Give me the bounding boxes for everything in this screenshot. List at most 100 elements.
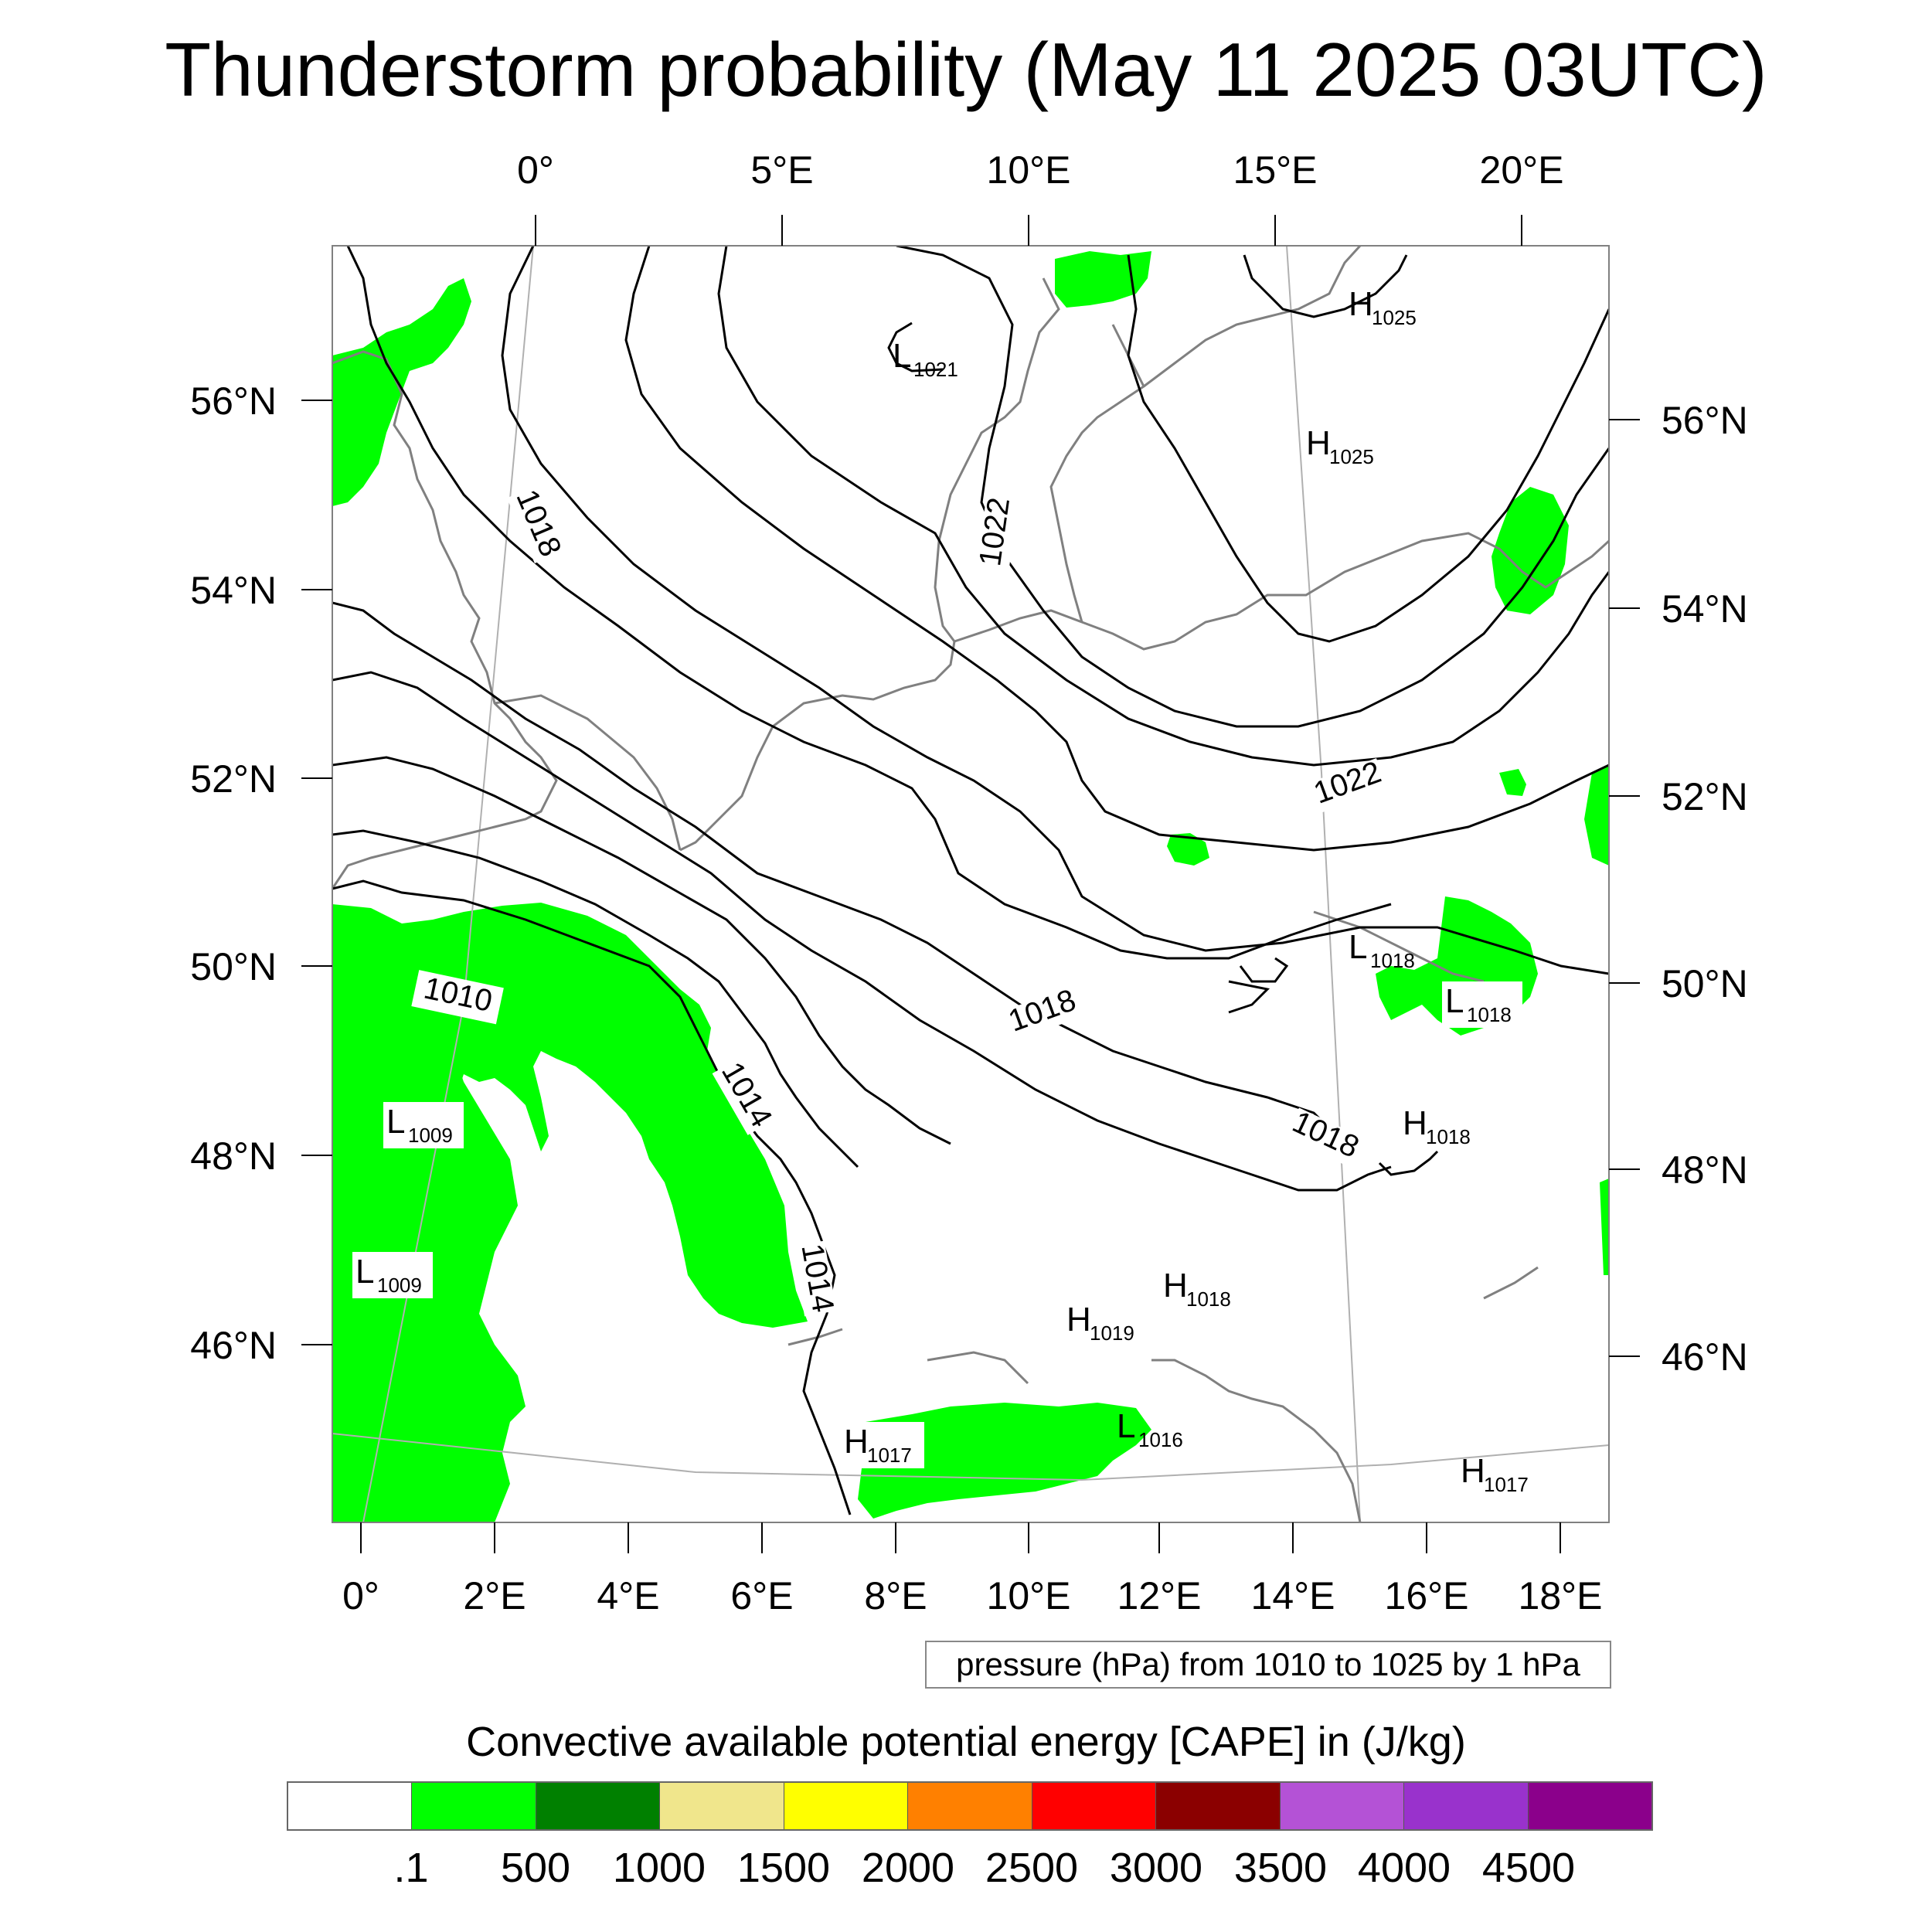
colorbar-box [1404,1783,1529,1829]
pressure-center: L 1021 [893,337,958,381]
pressure-center: L 1018 [1442,981,1522,1028]
pressure-center: L 1016 [1117,1407,1183,1451]
svg-text:1009: 1009 [377,1274,422,1297]
svg-text:1025: 1025 [1372,306,1417,329]
legend-title: Convective available potential energy [C… [466,1719,1466,1765]
pressure-center: H 1025 [1306,424,1374,468]
top-lon-label: 10°E [987,148,1071,192]
colorbar-label: .1 [393,1845,429,1891]
bottom-lon-label: 10°E [987,1574,1071,1617]
pressure-center: H 1017 [1461,1452,1529,1496]
svg-text:1016: 1016 [1138,1428,1183,1451]
left-lat-label: 46°N [190,1324,277,1367]
svg-text:1018: 1018 [1426,1125,1471,1148]
svg-text:L: L [1117,1407,1135,1445]
right-lat-label: 52°N [1662,775,1748,818]
map-frame [332,245,1610,1523]
isobar-labels: 1018 1022 1022 1010 1014 1014 1018 1018 [411,485,1388,1317]
colorbar-box [784,1783,909,1829]
colorbar-box [412,1783,536,1829]
contour-info-box: pressure (hPa) from 1010 to 1025 by 1 hP… [925,1641,1611,1689]
cape-area-poland-east [1584,765,1609,866]
bottom-lon-label: 8°E [864,1574,927,1617]
cape-area-small-3 [1600,1179,1609,1275]
colorbar-box [1032,1783,1157,1829]
colorbar-label: 3500 [1233,1845,1328,1891]
colorbar-label: 1000 [612,1845,706,1891]
svg-text:1017: 1017 [867,1444,912,1467]
left-lat-label: 48°N [190,1134,277,1178]
bottom-lon-label: 18°E [1519,1574,1603,1617]
pressure-centers: L 1021 H 1025 H 1025 L 1009 L 1009 L 101… [352,285,1529,1496]
bottom-lon-labels: 0° 2°E 4°E 6°E 8°E 10°E 12°E 14°E 16°E 1… [342,1574,1602,1617]
svg-text:L: L [893,337,911,375]
isobars [332,246,1609,1515]
colorbar-box [1156,1783,1281,1829]
colorbar-labels: .1 500 1000 1500 2000 2500 3000 3500 400… [0,1843,1932,1897]
colorbar-box [908,1783,1032,1829]
svg-text:H: H [1066,1301,1091,1338]
chart-title: Thunderstorm probability (May 11 2025 03… [165,27,1767,112]
svg-text:1018: 1018 [1370,949,1415,972]
colorbar-box [1528,1783,1651,1829]
bottom-lon-label: 12°E [1117,1574,1202,1617]
colorbar-label: 500 [500,1845,571,1891]
svg-text:L: L [1445,982,1464,1020]
colorbar-label: 1500 [736,1845,831,1891]
svg-text:1021: 1021 [913,358,958,381]
colorbar-box [660,1783,784,1829]
top-lon-label: 15°E [1233,148,1318,192]
pressure-center: H 1018 [1163,1267,1231,1311]
top-lon-label: 5°E [750,148,813,192]
left-lat-label: 56°N [190,379,277,423]
svg-text:1018: 1018 [1186,1287,1231,1311]
top-lon-label: 0° [517,148,554,192]
right-lat-labels: 56°N 54°N 52°N 50°N 48°N 46°N [1662,399,1748,1379]
cape-area-west-lower [332,958,526,1522]
bottom-lon-label: 14°E [1251,1574,1335,1617]
cape-area-denmark [1055,251,1151,308]
map-background [332,246,1609,1522]
cape-area-alps [858,1403,1151,1519]
svg-text:H: H [1461,1452,1485,1490]
pressure-center: H 1018 [1403,1104,1471,1148]
right-lat-label: 54°N [1662,587,1748,631]
cape-area-small-1 [1167,833,1209,866]
svg-text:L: L [1349,928,1367,966]
bottom-lon-label: 16°E [1385,1574,1469,1617]
pressure-center: L 1009 [383,1102,464,1148]
colorbar-box [536,1783,661,1829]
right-lat-label: 48°N [1662,1148,1748,1192]
top-lon-label: 20°E [1480,148,1564,192]
svg-text:H: H [844,1423,869,1461]
svg-text:H: H [1163,1267,1188,1304]
svg-text:1009: 1009 [408,1124,453,1147]
colorbar-box [288,1783,413,1829]
svg-text:1017: 1017 [1484,1473,1529,1496]
svg-text:H: H [1306,424,1331,462]
colorbar-label: 3000 [1109,1845,1203,1891]
pressure-center: H 1025 [1349,285,1417,329]
left-lat-label: 50°N [190,945,277,988]
colorbar-box [1280,1783,1405,1829]
colorbar-label: 2000 [861,1845,955,1891]
right-lat-label: 50°N [1662,962,1748,1005]
tick-marks [301,215,1640,1553]
svg-text:H: H [1349,285,1373,323]
svg-text:L: L [386,1103,405,1141]
bottom-lon-label: 0° [342,1574,379,1617]
left-lat-label: 52°N [190,757,277,801]
bottom-lon-label: 2°E [463,1574,526,1617]
left-lat-labels: 56°N 54°N 52°N 50°N 48°N 46°N [190,379,277,1367]
cape-area-scotland [332,278,471,506]
pressure-center: H 1019 [1066,1301,1134,1345]
svg-text:1019: 1019 [1090,1321,1134,1345]
svg-text:H: H [1403,1104,1427,1142]
svg-text:1018: 1018 [1467,1003,1512,1026]
top-lon-labels: 0° 5°E 10°E 15°E 20°E [517,148,1563,192]
pressure-center: H 1017 [841,1422,924,1468]
pressure-center: L 1018 [1349,928,1415,972]
svg-text:L: L [355,1253,374,1291]
right-lat-label: 46°N [1662,1335,1748,1379]
